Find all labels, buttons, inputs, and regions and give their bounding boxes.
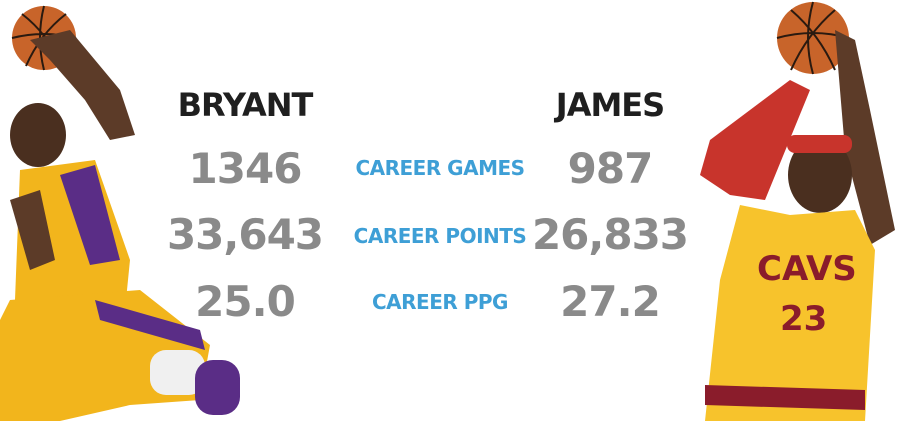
stat-label-ppg: CAREER PPG: [372, 290, 508, 314]
bryant-player-image: [0, 5, 240, 421]
stat-left-points: 33,643: [166, 210, 324, 259]
stat-right-ppg: 27.2: [560, 277, 661, 326]
stat-left-ppg: 25.0: [195, 277, 296, 326]
jersey-number: 23: [780, 299, 827, 339]
stat-left-games: 1346: [188, 144, 303, 193]
jersey-lettering: CAVS: [757, 249, 857, 289]
james-player-image: CAVS 23: [700, 1, 895, 421]
stat-label-points: CAREER POINTS: [353, 224, 527, 248]
stat-right-points: 26,833: [531, 210, 689, 259]
basketball-icon: [777, 2, 849, 74]
player-name-right: JAMES: [555, 86, 665, 124]
stat-label-games: CAREER GAMES: [355, 156, 525, 180]
stat-right-games: 987: [567, 144, 654, 193]
player-name-left: BRYANT: [177, 86, 314, 124]
